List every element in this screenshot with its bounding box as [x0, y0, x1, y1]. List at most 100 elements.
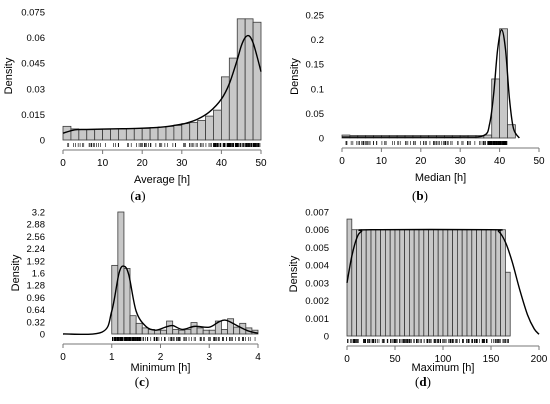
- histogram-bar: [423, 229, 429, 337]
- histogram-bar: [495, 229, 501, 337]
- y-tick-label: 0.05: [306, 109, 325, 120]
- chart-panel-3: 0 0.001 0.002 0.003 0.004 0.005 0.006 0.007 0 50 1…: [288, 208, 548, 390]
- rug-marks: [345, 141, 508, 145]
- histogram-bar: [365, 229, 372, 337]
- histogram-bar: [160, 329, 167, 335]
- y-tick-label: 0.075: [21, 8, 45, 19]
- histogram-bar: [189, 122, 199, 141]
- y-tick-label: 0.005: [305, 243, 329, 254]
- histogram-bar: [197, 119, 206, 141]
- histogram-bar: [236, 18, 246, 141]
- y-tick-label: 0.06: [27, 33, 46, 44]
- histogram-bar: [166, 320, 174, 335]
- histogram-bar: [360, 229, 367, 337]
- histogram-bar: [408, 229, 415, 337]
- histogram-bar: [490, 229, 497, 337]
- x-tick-label: 3: [206, 352, 212, 363]
- histogram-bar: [447, 229, 453, 337]
- histogram-bar: [507, 124, 516, 139]
- histogram-bar: [394, 229, 401, 337]
- histogram-bar: [413, 229, 420, 337]
- y-tick-label: 0.006: [305, 225, 329, 236]
- y-tick-label: 1.92: [27, 256, 46, 267]
- histogram-bar: [94, 129, 104, 141]
- histogram-bar: [135, 322, 143, 335]
- x-tick-label: 20: [415, 156, 427, 167]
- histogram-bar: [221, 329, 228, 335]
- y-tick-label: 0.03: [27, 84, 46, 95]
- histogram-bar: [389, 229, 396, 337]
- y-tick-label: 0.004: [305, 261, 329, 272]
- y-axis-label: Density: [10, 254, 22, 291]
- x-tick-label: 0: [60, 352, 66, 363]
- histogram-bar: [252, 21, 262, 141]
- y-tick-label: 2.24: [27, 244, 46, 255]
- y-tick-label: 0.1: [311, 84, 324, 95]
- histogram-bar: [196, 327, 204, 335]
- x-axis-label: Maximum [h]: [412, 362, 475, 374]
- histogram-bar: [384, 229, 391, 337]
- x-tick-label: 50: [255, 158, 267, 169]
- x-tick-label: 50: [389, 354, 401, 365]
- histogram-bar: [432, 229, 439, 337]
- y-tick-label: 0: [40, 136, 45, 147]
- histogram-bar: [129, 315, 137, 335]
- histogram-bar: [418, 229, 425, 337]
- histogram-bar: [471, 229, 477, 337]
- histogram-bar: [404, 229, 410, 337]
- histogram-bar: [399, 229, 405, 337]
- y-tick-label: 2.88: [27, 220, 46, 231]
- histogram-bar: [476, 229, 482, 337]
- y-tick-label: 0: [319, 134, 324, 145]
- histogram-bar: [485, 229, 492, 337]
- histogram-bar: [172, 329, 180, 335]
- histogram-bar: [461, 229, 468, 337]
- y-tick-label: 0.001: [305, 314, 329, 325]
- panel-caption: (c): [135, 374, 149, 389]
- x-tick-label: 30: [176, 158, 188, 169]
- y-tick-label: 1.6: [32, 269, 45, 280]
- x-tick-label: 100: [435, 354, 452, 365]
- x-tick-label: 10: [97, 158, 109, 169]
- rug-marks: [112, 337, 256, 341]
- x-axis-label: Average [h]: [134, 174, 190, 186]
- y-tick-label: 0.045: [21, 59, 45, 70]
- x-tick-label: 30: [455, 156, 467, 167]
- histogram-bar: [141, 127, 151, 141]
- x-tick-label: 150: [483, 354, 500, 365]
- histogram-bar: [205, 115, 214, 141]
- y-tick-label: 0.015: [21, 110, 45, 121]
- y-tick-label: 0.25: [306, 11, 325, 22]
- panel-caption: (d): [415, 374, 431, 389]
- x-axis-label: Minimum [h]: [131, 362, 191, 374]
- histogram-bar: [141, 327, 149, 335]
- x-tick-label: 0: [60, 158, 66, 169]
- density-curve: [62, 265, 259, 336]
- histogram-bar: [86, 129, 96, 141]
- y-tick-label: 0: [324, 332, 329, 343]
- y-tick-label: 0.32: [27, 317, 46, 328]
- x-tick-label: 1: [109, 352, 115, 363]
- histogram-bar: [208, 329, 216, 335]
- y-tick-label: 0.003: [305, 278, 329, 289]
- histogram-bar: [133, 128, 143, 141]
- histogram-bar: [480, 229, 487, 337]
- x-tick-label: 40: [216, 158, 228, 169]
- y-tick-label: 0.2: [311, 35, 324, 46]
- histogram-bar: [437, 229, 444, 337]
- y-tick-label: 3.2: [32, 208, 45, 219]
- histogram-bar: [184, 329, 192, 335]
- panel-caption: (b): [412, 188, 428, 203]
- histogram-bar: [173, 124, 183, 141]
- density-curve: [342, 29, 520, 139]
- histogram-bar: [356, 229, 362, 337]
- rug-marks: [346, 339, 509, 343]
- y-tick-label: 1.28: [27, 281, 46, 292]
- y-tick-label: 0.002: [305, 296, 329, 307]
- x-tick-label: 4: [255, 352, 261, 363]
- histogram-bar: [213, 109, 222, 141]
- histogram-bar: [491, 78, 501, 139]
- rug-marks: [67, 143, 261, 147]
- y-tick-label: 0: [40, 330, 45, 341]
